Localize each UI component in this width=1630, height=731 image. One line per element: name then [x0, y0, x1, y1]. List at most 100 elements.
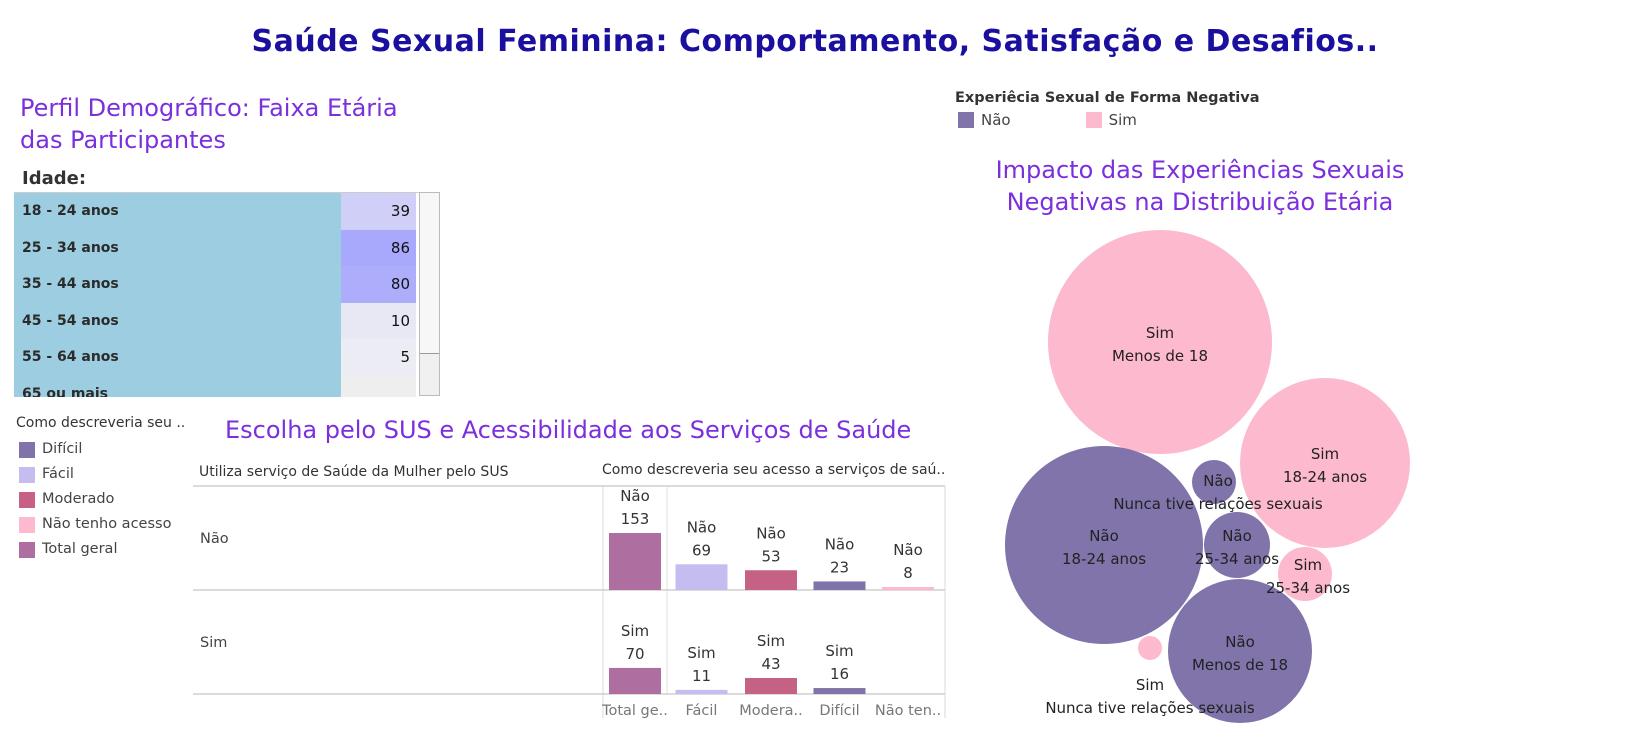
negative-experience-legend-items: Não Sim — [955, 108, 1260, 132]
legend-label: Total geral — [42, 541, 118, 557]
bubble-age-label: 18-24 anos — [1062, 550, 1146, 568]
bar-value-label: 43 — [761, 655, 780, 673]
legend-item[interactable]: Moderado — [16, 487, 196, 512]
bar[interactable] — [675, 564, 728, 590]
age-row-label: 55 - 64 anos — [14, 339, 341, 376]
bar-group-label: Não — [756, 524, 786, 542]
age-row[interactable]: 45 - 54 anos 10 — [14, 302, 420, 340]
bar-value-label: 70 — [625, 645, 644, 663]
bar-group-label: Não — [687, 518, 717, 536]
age-section-title: Perfil Demográfico: Faixa Etária das Par… — [20, 92, 440, 156]
negative-experience-legend: Experiêcia Sexual de Forma Negativa Não S… — [955, 90, 1260, 132]
bar-value-label: 53 — [761, 547, 780, 565]
age-row[interactable]: 25 - 34 anos 86 — [14, 229, 420, 267]
legend-swatch — [19, 442, 35, 458]
bar-value-label: 153 — [621, 510, 650, 528]
access-legend-title: Como descreveria seu .. — [16, 415, 186, 431]
age-row-label: 25 - 34 anos — [14, 229, 341, 267]
x-tick-label: Difícil — [819, 703, 859, 719]
legend-item[interactable]: Não tenho acesso — [16, 512, 196, 537]
age-row-value: 5 — [341, 339, 416, 376]
legend-swatch — [1085, 112, 1102, 128]
bubble[interactable] — [1005, 446, 1203, 644]
legend-item[interactable]: Difícil — [16, 437, 196, 462]
bubble[interactable] — [1278, 547, 1332, 601]
bar[interactable] — [882, 587, 934, 590]
age-title-line2: das Participantes — [20, 126, 226, 154]
legend-item[interactable]: Sim — [1083, 108, 1137, 132]
legend-swatch — [19, 517, 35, 533]
bubble-group-label: Sim — [1136, 676, 1164, 694]
scrollbar-thumb[interactable] — [420, 193, 439, 354]
age-column-label: Idade: — [22, 168, 87, 189]
bar-group-label: Sim — [687, 644, 715, 662]
bubble-age-label: 25-34 anos — [1195, 550, 1279, 568]
legend-label: Não — [981, 111, 1011, 129]
x-tick-label: Modera.. — [739, 703, 803, 719]
bubble[interactable] — [1192, 460, 1236, 504]
age-row-value: 80 — [341, 266, 416, 303]
bubble-age-label: Nunca tive relações sexuais — [1045, 699, 1255, 717]
x-tick-label: Total ge.. — [601, 703, 668, 719]
bar[interactable] — [745, 677, 797, 694]
bubble-group-label: Sim — [1146, 324, 1174, 342]
bar-value-label: 11 — [692, 667, 711, 685]
bubble-group-label: Não — [1222, 527, 1252, 545]
sus-row-header: Utiliza serviço de Saúde da Mulher pelo … — [199, 464, 509, 480]
bar-group-label: Não — [893, 541, 923, 559]
age-row-label: 18 - 24 anos — [14, 193, 341, 230]
bubble[interactable] — [1048, 230, 1272, 454]
legend-item[interactable]: Total geral — [16, 537, 196, 562]
sus-bar-chart: Não Não 153 Não 69 Não 53 Não 23 Não 8 Sim Sim 70 Sim 1… — [193, 485, 946, 719]
x-tick-label: Não ten.. — [875, 703, 941, 719]
age-row[interactable]: 18 - 24 anos 39 — [14, 193, 420, 230]
legend-label: Não tenho acesso — [42, 516, 172, 532]
age-row-value: 10 — [341, 302, 416, 340]
bar-group-label: Sim — [757, 632, 785, 650]
bar[interactable] — [813, 688, 866, 694]
age-row[interactable]: 65 ou mais — [14, 375, 420, 397]
bubble-group-label: Não — [1225, 633, 1255, 651]
bar-value-label: 23 — [830, 558, 849, 576]
bar-group-label: Sim — [825, 642, 853, 660]
bar[interactable] — [609, 533, 661, 590]
bar[interactable] — [675, 689, 728, 694]
bar[interactable] — [745, 570, 797, 590]
age-row[interactable]: 55 - 64 anos 5 — [14, 339, 420, 376]
bubble[interactable] — [1138, 636, 1162, 660]
negative-experience-legend-title: Experiêcia Sexual de Forma Negativa — [955, 90, 1260, 106]
bubble-group-label: Sim — [1294, 556, 1322, 574]
age-row[interactable]: 35 - 44 anos 80 — [14, 266, 420, 303]
bubble[interactable] — [1168, 579, 1312, 723]
age-row-label: 35 - 44 anos — [14, 266, 341, 303]
sus-column-header: Como descreveria seu acesso a serviços d… — [602, 462, 946, 478]
sus-section-title: Escolha pelo SUS e Acessibilidade aos Se… — [225, 416, 912, 444]
legend-item[interactable]: Fácil — [16, 462, 196, 487]
bubble-age-label: Menos de 18 — [1112, 347, 1208, 365]
legend-label: Difícil — [42, 441, 83, 457]
legend-swatch — [19, 467, 35, 483]
bubble[interactable] — [1240, 378, 1410, 548]
age-row-value — [341, 375, 416, 397]
bar[interactable] — [609, 667, 661, 694]
age-row-label: 65 ou mais — [14, 375, 341, 397]
bar[interactable] — [813, 581, 866, 590]
bubble-group-label: Sim — [1311, 445, 1339, 463]
bubble[interactable] — [1204, 512, 1270, 578]
bubble-title-line1: Impacto das Experiências Sexuais — [995, 156, 1405, 184]
legend-label: Fácil — [42, 466, 74, 482]
legend-label: Moderado — [42, 491, 115, 507]
age-row-label: 45 - 54 anos — [14, 302, 341, 340]
age-table[interactable]: 18 - 24 anos 39 25 - 34 anos 86 35 - 44 anos… — [14, 192, 440, 397]
bubble-age-label: 25-34 anos — [1266, 579, 1350, 597]
bubble-group-label: Não — [1203, 472, 1233, 490]
bar-group-label: Não — [825, 535, 855, 553]
legend-label: Sim — [1108, 111, 1137, 129]
legend-swatch — [19, 492, 35, 508]
row-label: Sim — [200, 635, 227, 651]
age-table-scrollbar[interactable] — [419, 192, 440, 396]
legend-item[interactable]: Não — [955, 108, 1011, 132]
bubble-section-title: Impacto das Experiências Sexuais Negativ… — [960, 154, 1440, 218]
bubble-title-line2: Negativas na Distribuição Etária — [1006, 188, 1394, 216]
legend-swatch — [19, 542, 35, 558]
